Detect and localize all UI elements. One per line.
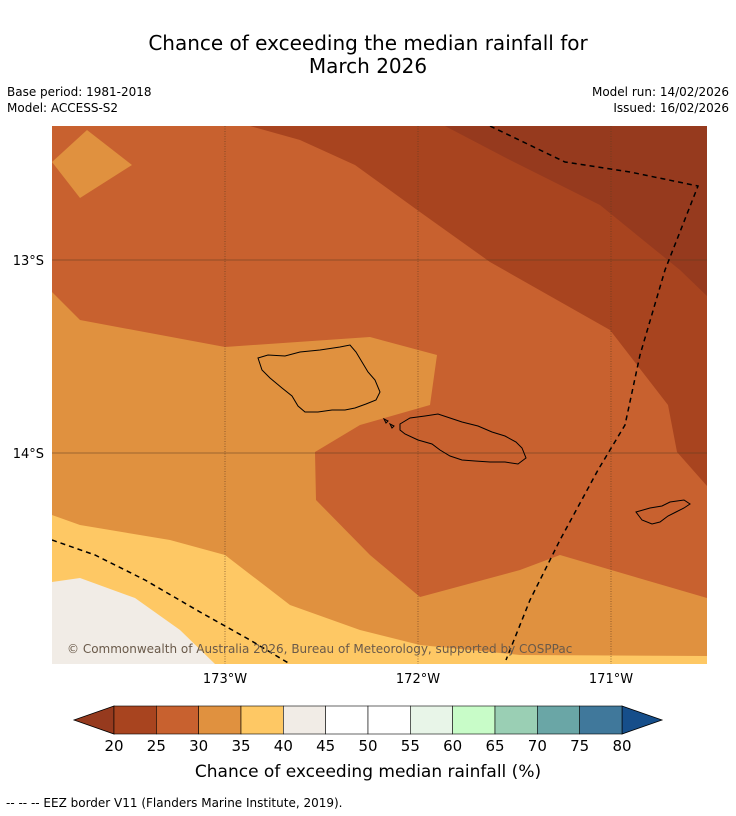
- colorbar-swatch: [240, 705, 284, 735]
- band-below-25: [445, 126, 707, 296]
- upolu-island: [399, 413, 527, 465]
- colorbar: 20 25 30 35 40 45 50 55 60 65 70 75 80: [72, 705, 664, 755]
- eez-border-south: [52, 539, 291, 664]
- colorbar-tick-label: 75: [570, 737, 589, 755]
- colorbar-tick-label: 40: [274, 737, 293, 755]
- colorbar-tick-label: 45: [316, 737, 335, 755]
- lat-label-14s: 14°S: [13, 447, 44, 462]
- colorbar-label: Chance of exceeding median rainfall (%): [194, 762, 542, 782]
- colorbar-swatch: [452, 705, 496, 735]
- colorbar-swatch: [494, 705, 538, 735]
- colorbar-tick-label: 35: [231, 737, 250, 755]
- colorbar-swatch: [367, 705, 411, 735]
- eez-footnote: -- -- -- EEZ border V11 (Flanders Marine…: [6, 796, 343, 810]
- graticule-lat: [52, 259, 707, 454]
- model-run: Model run: 14/02/2026: [591, 85, 729, 99]
- base-period: Base period: 1981-2018: [7, 85, 152, 99]
- graticule: [224, 126, 612, 664]
- lat-label-13s: 13°S: [13, 254, 44, 269]
- colorbar-swatch: [113, 705, 157, 735]
- colorbar-tick-label: 70: [528, 737, 547, 755]
- lon-label-172w: 172°W: [396, 672, 440, 687]
- colorbar-swatch: [410, 705, 453, 735]
- savaii-island: [257, 344, 381, 413]
- tutuila-island: [635, 499, 691, 525]
- colorbar-tick-label: 25: [147, 737, 166, 755]
- lon-label-173w: 173°W: [203, 672, 247, 687]
- colorbar-swatch: [198, 705, 242, 735]
- copyright-text: © Commonwealth of Australia 2026, Bureau…: [67, 642, 572, 656]
- colorbar-tick-label: 65: [485, 737, 504, 755]
- band-25-30: [250, 126, 707, 486]
- map-title-line1: Chance of exceeding the median rainfall …: [148, 31, 588, 55]
- eez-border-east: [489, 126, 700, 661]
- issued-date: Issued: 16/02/2026: [613, 101, 729, 115]
- model-name: Model: ACCESS-S2: [7, 101, 119, 115]
- colorbar-swatch: [283, 705, 326, 735]
- colorbar-tick-label: 80: [612, 737, 631, 755]
- probability-field: [52, 126, 707, 664]
- colorbar-tick-label: 60: [443, 737, 462, 755]
- colorbar-swatch: [156, 705, 199, 735]
- patch-35-40-nw: [52, 130, 132, 198]
- lon-label-171w: 171°W: [589, 672, 633, 687]
- colorbar-tick-label: 55: [401, 737, 420, 755]
- colorbar-over-arrow: [621, 705, 664, 735]
- colorbar-tick-label: 20: [104, 737, 123, 755]
- colorbar-swatch: [537, 705, 580, 735]
- colorbar-swatch: [579, 705, 623, 735]
- band-45-55: [52, 578, 215, 664]
- colorbar-tick-label: 30: [189, 737, 208, 755]
- band-40-45: [52, 515, 707, 664]
- colorbar-under-arrow: [72, 705, 115, 735]
- map-title-line2: March 2026: [308, 54, 428, 78]
- small-islets: [382, 417, 395, 429]
- colorbar-tick-label: 50: [358, 737, 377, 755]
- colorbar-swatch: [325, 705, 369, 735]
